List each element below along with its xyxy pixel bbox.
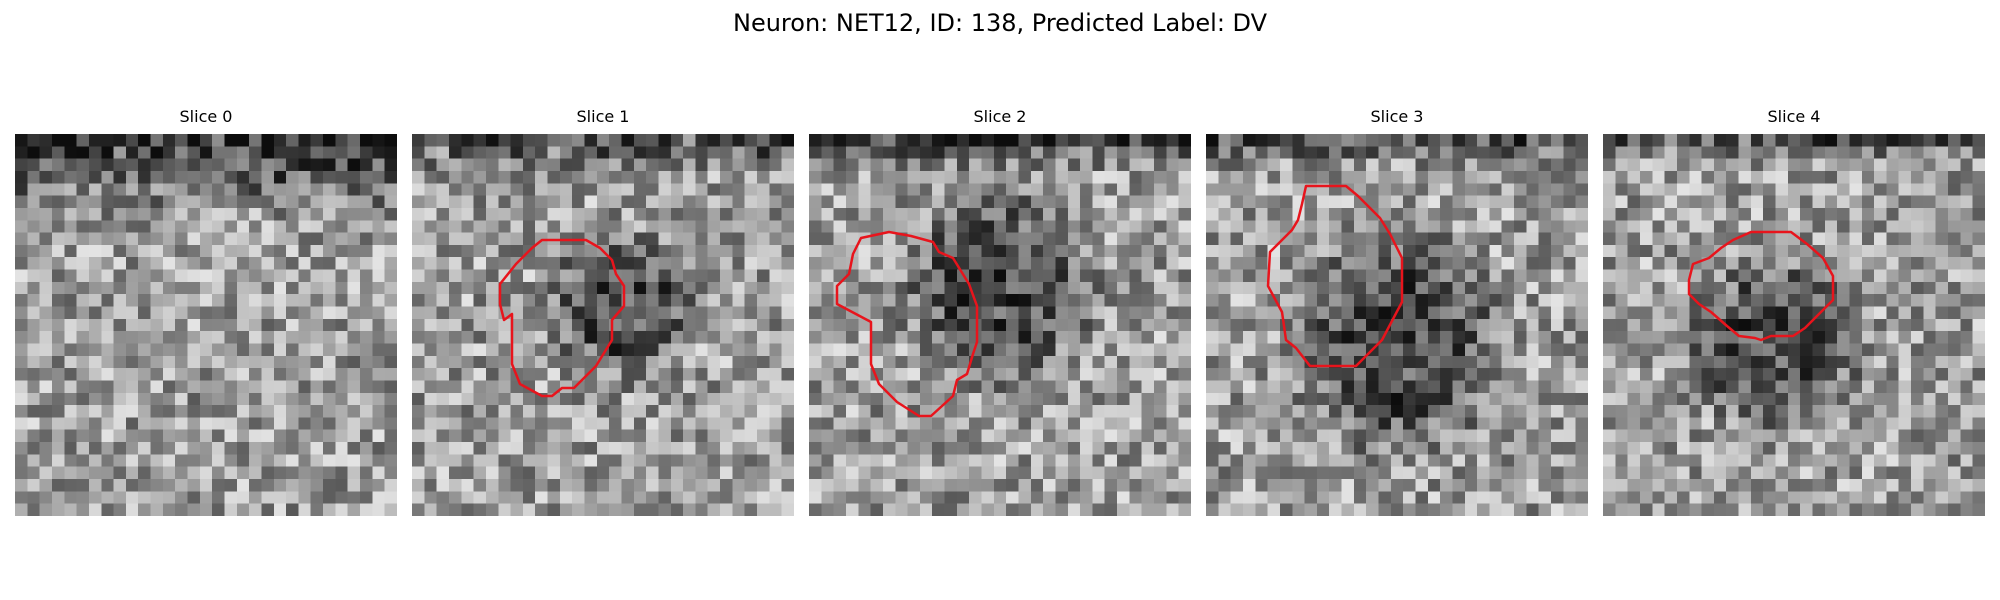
slice-title: Slice 1 <box>576 107 630 126</box>
slice-title: Slice 4 <box>1767 107 1821 126</box>
pixel-grid <box>15 134 397 516</box>
slice-image <box>809 134 1191 516</box>
pixel-grid <box>809 134 1191 516</box>
pixel-grid <box>1206 134 1588 516</box>
pixel-grid <box>1603 134 1985 516</box>
slice-image <box>412 134 794 516</box>
slice-image <box>1206 134 1588 516</box>
slice-image <box>1603 134 1985 516</box>
slice-title: Slice 0 <box>179 107 233 126</box>
cell-contour <box>498 238 626 398</box>
figure-title: Neuron: NET12, ID: 138, Predicted Label:… <box>732 9 1268 37</box>
cell-contour <box>835 230 979 418</box>
pixel-grid <box>412 134 794 516</box>
slice-title: Slice 3 <box>1370 107 1424 126</box>
cell-contour <box>1266 184 1404 368</box>
slice-title: Slice 2 <box>973 107 1027 126</box>
slice-image <box>15 134 397 516</box>
cell-contour <box>1687 230 1835 342</box>
